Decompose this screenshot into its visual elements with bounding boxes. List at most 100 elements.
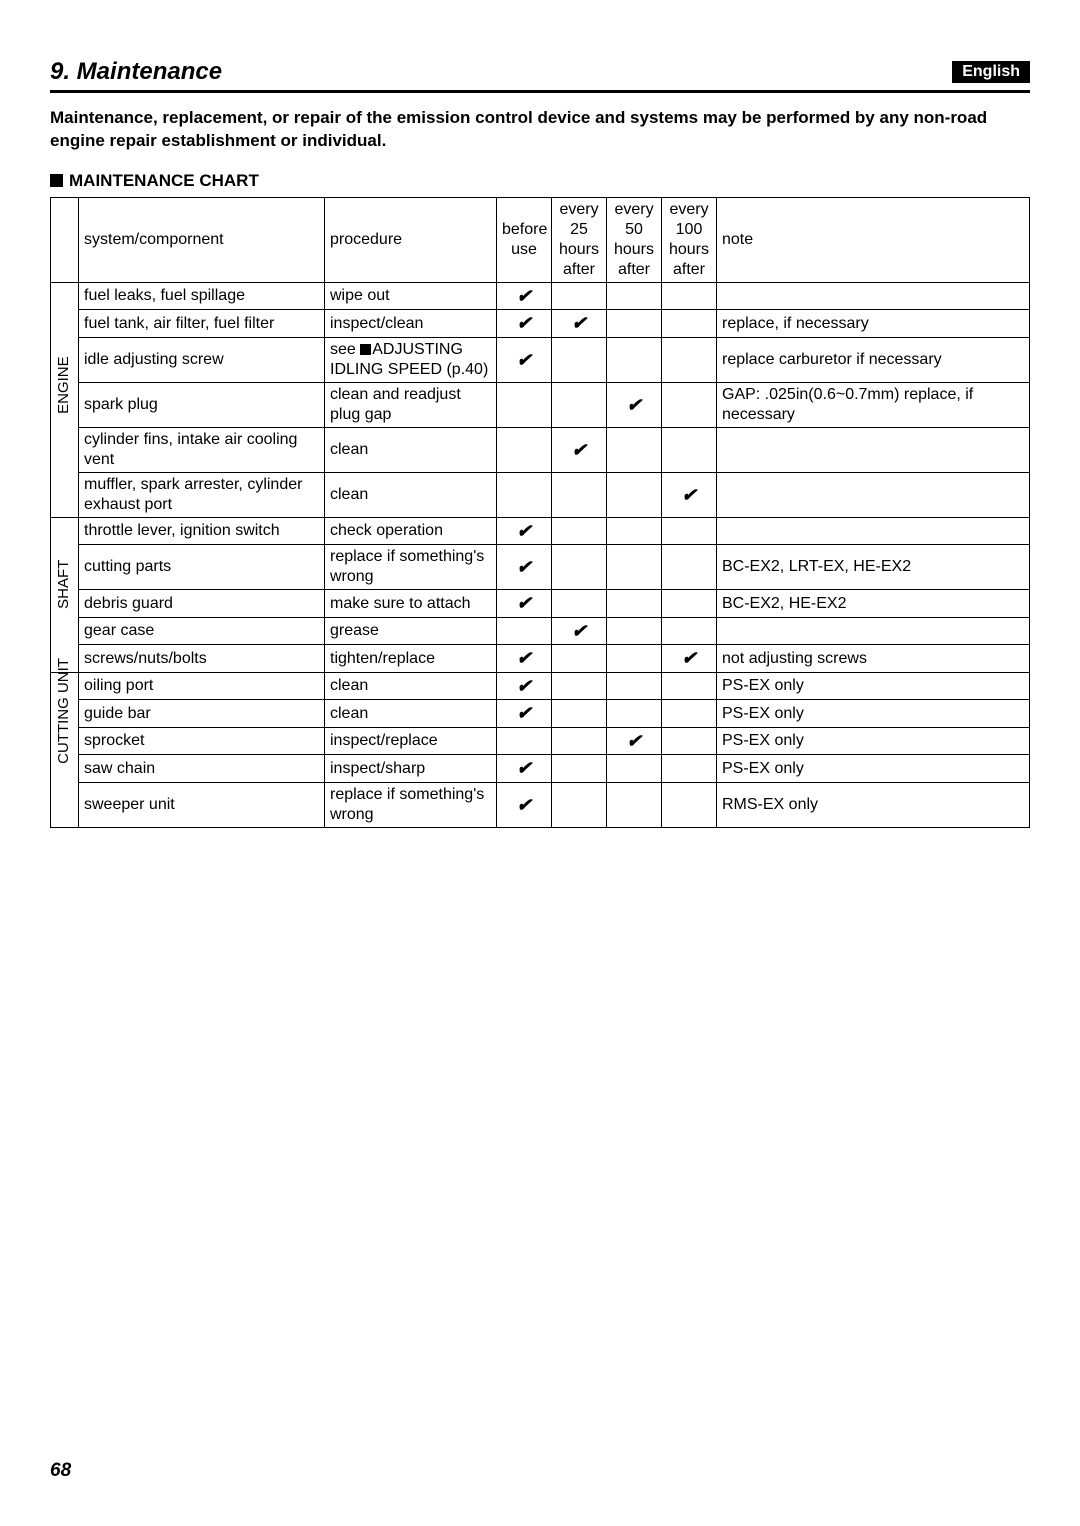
- header-cell-system: system/compornent: [79, 197, 325, 282]
- header-cell-50h: every50hoursafter: [607, 197, 662, 282]
- note-cell: [717, 282, 1030, 310]
- check-cell: ✔: [497, 700, 552, 728]
- check-cell: ✔: [497, 545, 552, 590]
- language-badge: English: [952, 61, 1030, 83]
- check-cell: ✔: [497, 310, 552, 338]
- check-cell: ✔: [662, 645, 717, 673]
- divider: [50, 90, 1030, 93]
- note-cell: BC-EX2, LRT-EX, HE-EX2: [717, 545, 1030, 590]
- table-row: guide barclean✔PS-EX only: [51, 700, 1030, 728]
- check-cell: [552, 472, 607, 517]
- system-cell: saw chain: [79, 755, 325, 783]
- check-cell: [497, 727, 552, 755]
- check-cell: [662, 755, 717, 783]
- system-cell: cylinder fins, intake air cooling vent: [79, 427, 325, 472]
- check-cell: [662, 782, 717, 827]
- check-cell: [607, 672, 662, 700]
- note-cell: [717, 617, 1030, 645]
- page: 9. Maintenance English Maintenance, repl…: [0, 0, 1080, 1526]
- check-cell: [662, 382, 717, 427]
- header-cell-category: [51, 197, 79, 282]
- check-cell: [552, 755, 607, 783]
- procedure-cell: clean: [325, 472, 497, 517]
- check-cell: [552, 517, 607, 545]
- system-cell: sprocket: [79, 727, 325, 755]
- table-row: screws/nuts/boltstighten/replace✔✔not ad…: [51, 645, 1030, 673]
- check-cell: [662, 282, 717, 310]
- system-cell: fuel leaks, fuel spillage: [79, 282, 325, 310]
- procedure-cell: make sure to attach: [325, 590, 497, 618]
- check-cell: [552, 382, 607, 427]
- system-cell: idle adjusting screw: [79, 337, 325, 382]
- check-cell: ✔: [552, 617, 607, 645]
- page-number: 68: [50, 1460, 71, 1482]
- check-cell: [552, 645, 607, 673]
- note-cell: replace, if necessary: [717, 310, 1030, 338]
- note-cell: PS-EX only: [717, 755, 1030, 783]
- note-cell: GAP: .025in(0.6~0.7mm) replace, if neces…: [717, 382, 1030, 427]
- procedure-cell: grease: [325, 617, 497, 645]
- check-cell: ✔: [662, 472, 717, 517]
- check-cell: [607, 782, 662, 827]
- check-cell: [607, 590, 662, 618]
- table-row: debris guardmake sure to attach✔BC-EX2, …: [51, 590, 1030, 618]
- procedure-cell: tighten/replace: [325, 645, 497, 673]
- header-cell-procedure: procedure: [325, 197, 497, 282]
- check-cell: [607, 517, 662, 545]
- table-row: saw chaininspect/sharp✔PS-EX only: [51, 755, 1030, 783]
- table-row: muffler, spark arrester, cylinder exhaus…: [51, 472, 1030, 517]
- check-cell: [662, 545, 717, 590]
- system-cell: fuel tank, air filter, fuel filter: [79, 310, 325, 338]
- check-cell: [607, 310, 662, 338]
- procedure-cell: clean and readjust plug gap: [325, 382, 497, 427]
- table-row: idle adjusting screwsee ADJUSTING IDLING…: [51, 337, 1030, 382]
- system-cell: sweeper unit: [79, 782, 325, 827]
- table-row: sweeper unitreplace if something's wrong…: [51, 782, 1030, 827]
- check-cell: ✔: [607, 382, 662, 427]
- square-bullet-icon: [50, 174, 63, 187]
- check-cell: [497, 427, 552, 472]
- check-cell: ✔: [497, 517, 552, 545]
- system-cell: gear case: [79, 617, 325, 645]
- category-label: ENGINE: [55, 386, 74, 413]
- procedure-cell: see ADJUSTING IDLING SPEED (p.40): [325, 337, 497, 382]
- check-cell: [607, 472, 662, 517]
- check-cell: [552, 337, 607, 382]
- maintenance-table: system/compornentprocedurebeforeuseevery…: [50, 197, 1030, 828]
- check-cell: ✔: [497, 755, 552, 783]
- header-cell-100h: every100hoursafter: [662, 197, 717, 282]
- system-cell: throttle lever, ignition switch: [79, 517, 325, 545]
- system-cell: guide bar: [79, 700, 325, 728]
- check-cell: ✔: [497, 337, 552, 382]
- check-cell: ✔: [497, 282, 552, 310]
- table-row: CUTTING UNIToiling portclean✔PS-EX only: [51, 672, 1030, 700]
- procedure-cell: replace if something's wrong: [325, 545, 497, 590]
- check-cell: [497, 617, 552, 645]
- check-cell: ✔: [552, 310, 607, 338]
- system-cell: screws/nuts/bolts: [79, 645, 325, 673]
- check-cell: ✔: [497, 590, 552, 618]
- note-cell: BC-EX2, HE-EX2: [717, 590, 1030, 618]
- section-title: 9. Maintenance: [50, 58, 222, 86]
- intro-text: Maintenance, replacement, or repair of t…: [50, 107, 1030, 153]
- note-cell: [717, 472, 1030, 517]
- procedure-cell: clean: [325, 427, 497, 472]
- check-cell: [607, 282, 662, 310]
- table-row: cutting partsreplace if something's wron…: [51, 545, 1030, 590]
- category-cell: SHAFT: [51, 517, 79, 672]
- check-cell: ✔: [607, 727, 662, 755]
- check-cell: [662, 727, 717, 755]
- header-cell-25h: every25hoursafter: [552, 197, 607, 282]
- check-cell: [607, 700, 662, 728]
- check-cell: [497, 382, 552, 427]
- system-cell: oiling port: [79, 672, 325, 700]
- check-cell: [662, 427, 717, 472]
- check-cell: [552, 672, 607, 700]
- system-cell: cutting parts: [79, 545, 325, 590]
- category-label: SHAFT: [55, 581, 74, 608]
- system-cell: spark plug: [79, 382, 325, 427]
- note-cell: PS-EX only: [717, 672, 1030, 700]
- check-cell: ✔: [497, 645, 552, 673]
- check-cell: [552, 700, 607, 728]
- check-cell: [552, 727, 607, 755]
